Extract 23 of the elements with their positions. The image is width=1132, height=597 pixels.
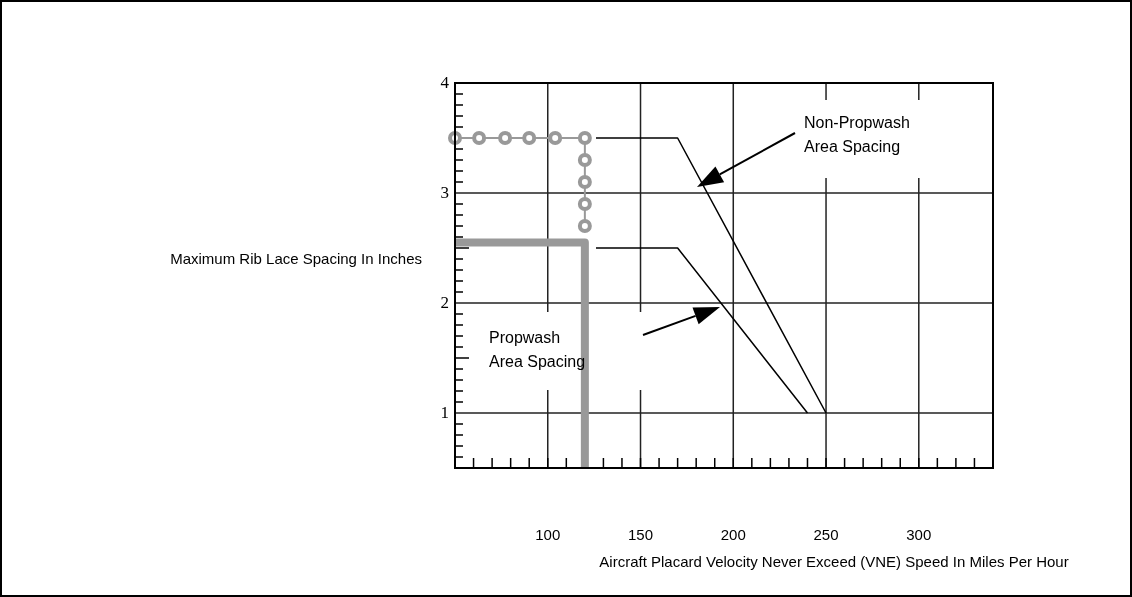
point	[577, 219, 592, 233]
point	[448, 131, 462, 145]
point	[577, 197, 592, 211]
y-tick-label: 2	[440, 293, 449, 312]
annotation: Propwash Area Spacing	[489, 329, 586, 370]
point	[498, 131, 513, 145]
x-axis-title: Aircraft Placard Velocity Never Exceed (VNE) Speed In Miles Per Hour	[599, 553, 1069, 570]
y-tick-label: 4	[440, 73, 450, 92]
x-tick-label: 250	[813, 526, 839, 543]
x-tick-label: 100	[535, 526, 561, 543]
point	[577, 131, 592, 145]
x-tick-label: 150	[628, 526, 654, 543]
y-tick-label: 1	[440, 403, 449, 422]
point	[577, 153, 592, 167]
annotation: Non-Propwash Area Spacing	[804, 114, 910, 155]
x-tick-label: 300	[906, 526, 932, 543]
point	[548, 131, 563, 145]
point	[577, 175, 592, 189]
y-tick-label: 3	[440, 183, 449, 202]
point	[472, 131, 487, 145]
point	[522, 131, 537, 145]
x-tick-label: 200	[720, 526, 746, 543]
y-axis-title: Maximum Rib Lace Spacing In Inches	[170, 250, 422, 267]
